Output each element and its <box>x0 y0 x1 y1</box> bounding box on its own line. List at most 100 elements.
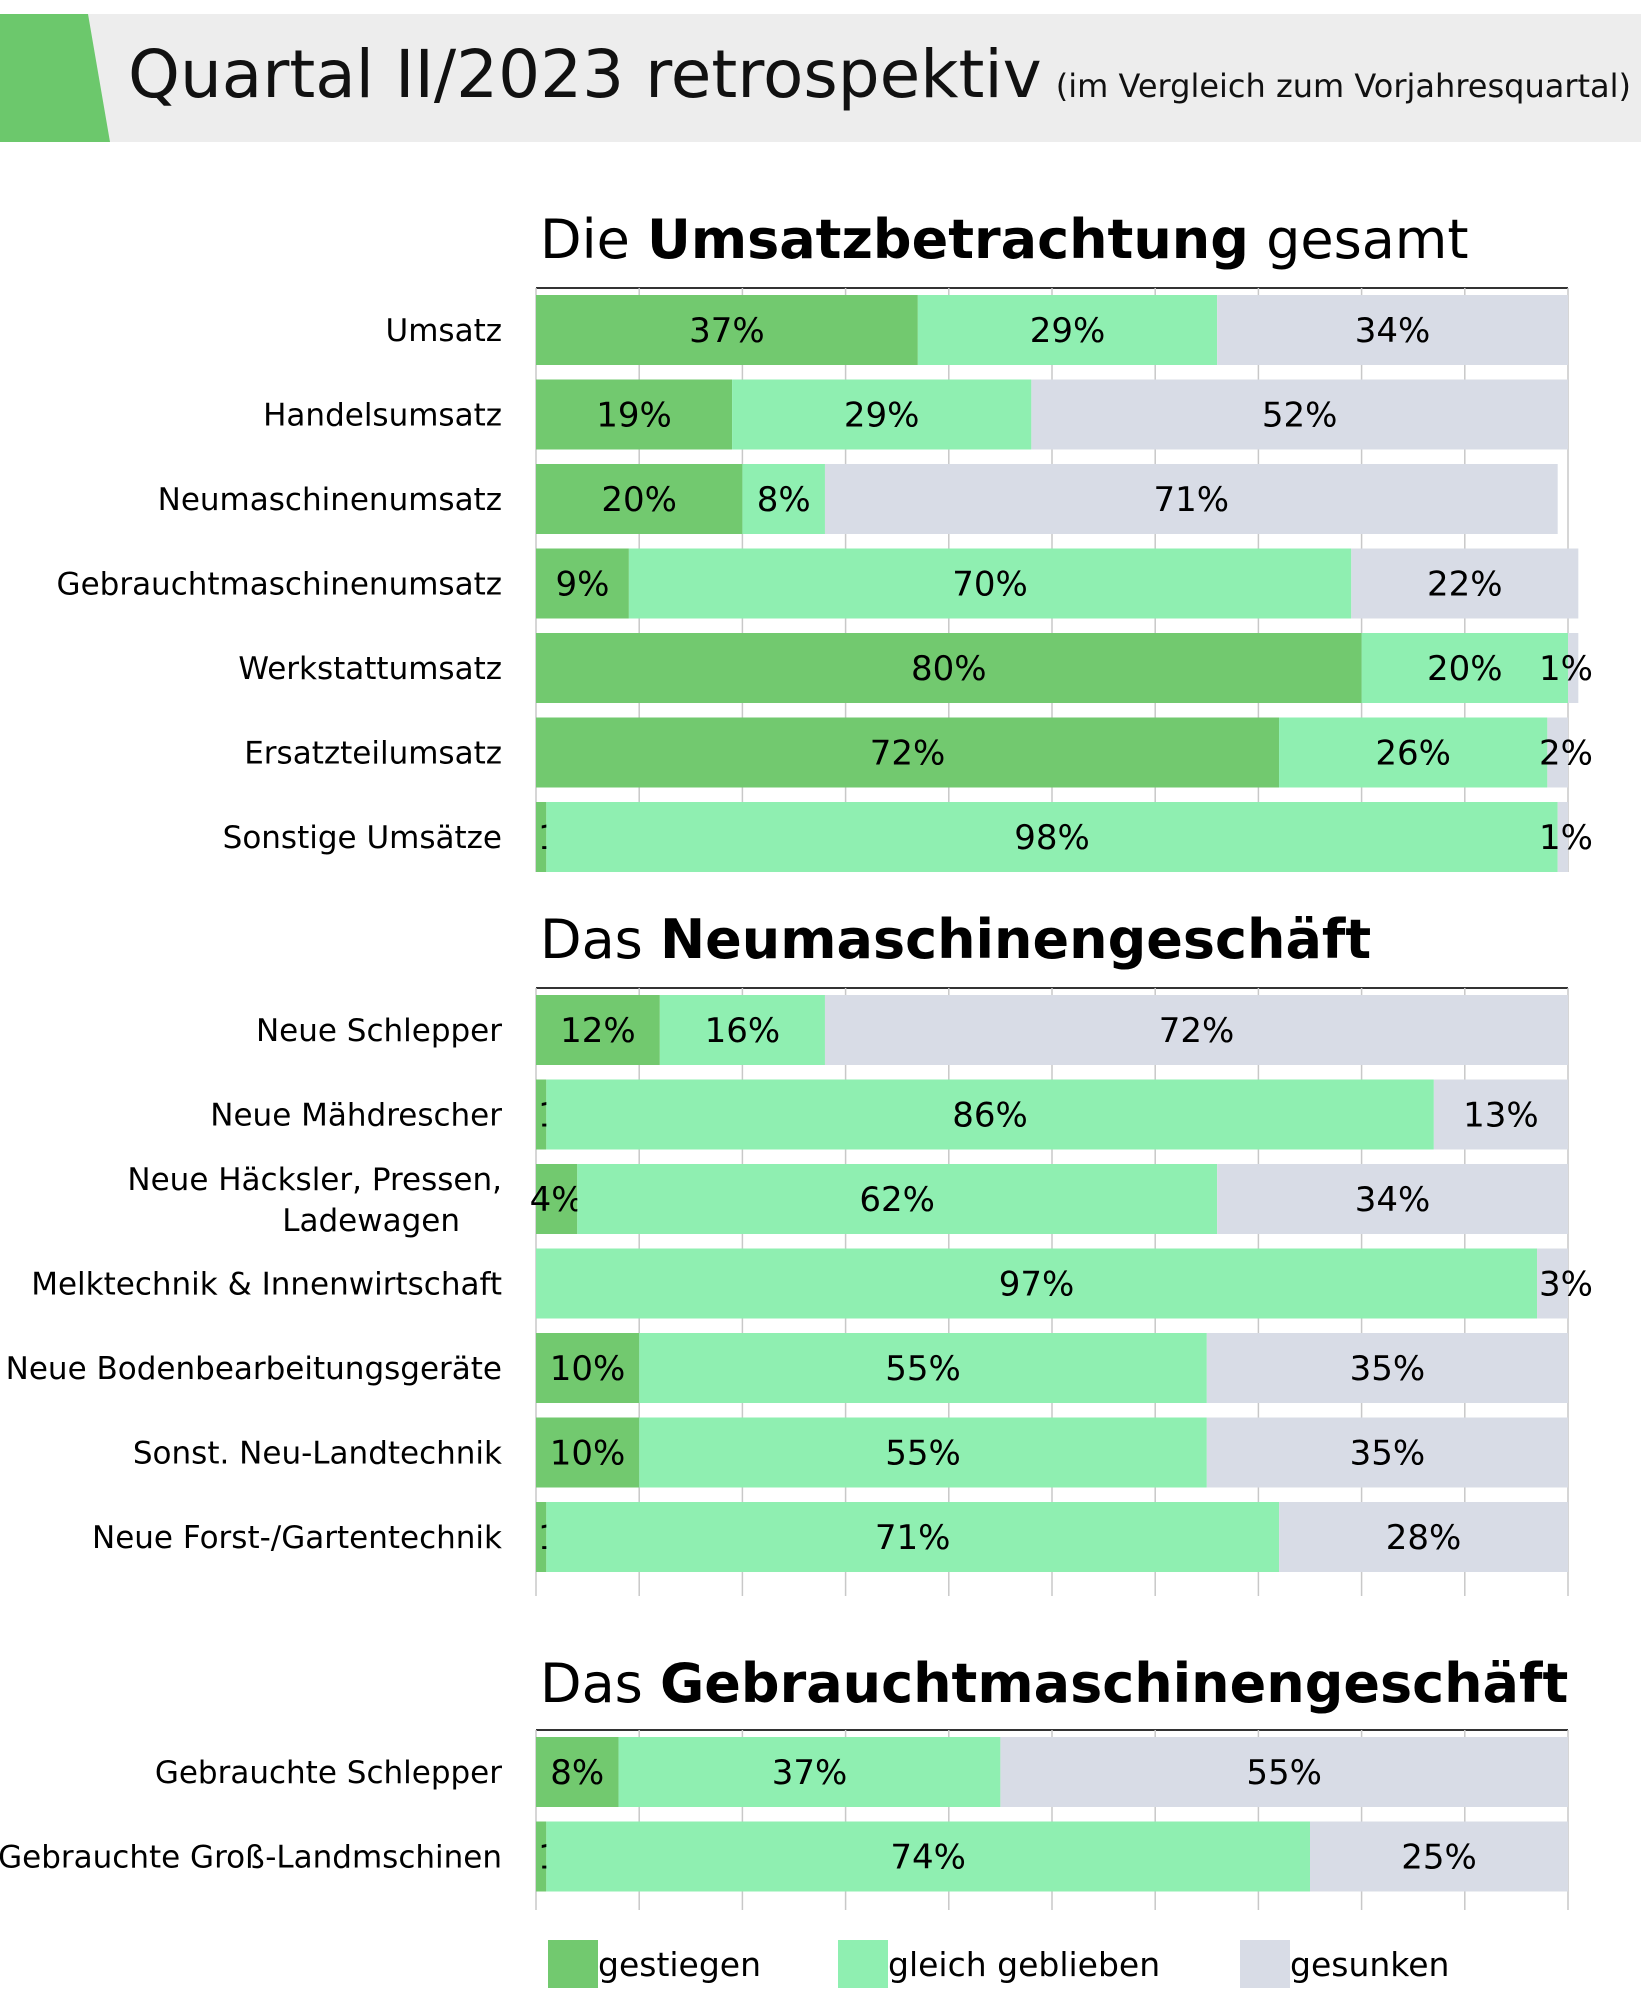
category-label: Gebrauchte Groß-Landmschinen <box>0 1840 502 1876</box>
bar-segment-gestiegen <box>536 1417 640 1488</box>
bar-segment-gestiegen <box>536 1821 547 1892</box>
header-title: Quartal II/2023 retrospektiv (im Vergleic… <box>128 36 1631 113</box>
bar-segment-gesunken <box>1217 295 1568 365</box>
category-label: Umsatz <box>386 313 502 349</box>
legend-item: gestiegen <box>548 1940 761 1988</box>
category-label: Werkstattumsatz <box>238 651 502 687</box>
data-label: 80% <box>911 649 987 689</box>
bar-segment-gesunken <box>824 995 1568 1065</box>
category-label: Melktechnik & Innenwirtschaft <box>31 1267 502 1303</box>
data-label: 3% <box>1539 1265 1593 1305</box>
data-label: 34% <box>1355 311 1431 351</box>
legend-label: gestiegen <box>598 1945 761 1984</box>
chart-section-2: Das Neumaschinengeschäft Neue Schlepper 12… <box>6 908 1593 1596</box>
bar-segment-gleich-geblieben <box>546 1079 1434 1150</box>
bar-segment-gestiegen <box>536 464 743 534</box>
category-label: Handelsumsatz <box>263 398 502 434</box>
bar-segment-gleich-geblieben <box>1279 717 1548 788</box>
bar-segment-gestiegen <box>536 995 660 1065</box>
bar-segment-gesunken <box>1206 1417 1568 1488</box>
category-label: Sonst. Neu-Landtechnik <box>133 1436 502 1472</box>
data-label: 20% <box>601 480 677 520</box>
bar-row: Gebrauchtmaschinenumsatz 9% 70% 22% <box>57 548 1579 619</box>
bar-segment-gesunken <box>1433 1079 1568 1150</box>
data-label: 9% <box>555 565 609 605</box>
data-label: 34% <box>1355 1180 1431 1220</box>
data-label: 71% <box>1154 480 1230 520</box>
bar-row: Gebrauchte Groß-Landmschinen1%74%25% <box>0 1821 1568 1892</box>
data-label: 37% <box>772 1753 848 1793</box>
data-label: 55% <box>1246 1753 1322 1793</box>
data-label: 8% <box>550 1753 604 1793</box>
data-label: 35% <box>1350 1349 1426 1389</box>
bar-segment-gesunken <box>1206 1333 1568 1403</box>
bar-segment-gleich-geblieben <box>628 548 1352 619</box>
bar-segment-gestiegen <box>536 802 547 872</box>
bar-segment-gesunken <box>1310 1821 1568 1892</box>
bar-segment-gesunken <box>1568 633 1579 703</box>
bar-segment-gesunken <box>1279 1502 1568 1572</box>
data-label: 16% <box>705 1011 781 1051</box>
category-label: Ersatzteilumsatz <box>244 736 502 772</box>
data-label: 70% <box>952 565 1028 605</box>
data-label: 55% <box>885 1349 961 1389</box>
category-label: Gebrauchte Schlepper <box>155 1755 502 1791</box>
category-label: Neue Mähdrescher <box>210 1098 502 1134</box>
data-label: 29% <box>1030 311 1106 351</box>
bar-row: Neue Forst-/Gartentechnik1%71%28% <box>92 1502 1568 1572</box>
bar-row: Neue Schlepper 12% 16% 72% <box>256 995 1568 1065</box>
bar-row: Neue Mähdrescher1%86%13% <box>210 1079 1568 1150</box>
data-label: 13% <box>1463 1096 1539 1136</box>
bar-segment-gestiegen <box>536 1333 640 1403</box>
legend-swatch <box>838 1940 888 1988</box>
bar-segment-gestiegen <box>536 633 1362 703</box>
category-label: Neue Bodenbearbeitungsgeräte <box>6 1351 502 1387</box>
legend-swatch <box>548 1940 598 1988</box>
data-label: 35% <box>1350 1434 1426 1474</box>
data-label: 29% <box>844 396 920 436</box>
data-label: 10% <box>550 1349 626 1389</box>
bar-segment-gestiegen <box>536 548 629 619</box>
category-label: Gebrauchtmaschinenumsatz <box>57 567 502 603</box>
data-label: 55% <box>885 1434 961 1474</box>
legend-label: gleich geblieben <box>888 1945 1160 1984</box>
data-label: 72% <box>870 734 946 774</box>
bar-row: Handelsumsatz 19% 29% 52% <box>263 379 1568 450</box>
data-label: 12% <box>560 1011 636 1051</box>
header-accent <box>0 14 110 142</box>
data-label: 62% <box>859 1180 935 1220</box>
data-label: 22% <box>1427 565 1503 605</box>
bar-row: Neumaschinenumsatz 20% 8% 71% <box>158 464 1558 534</box>
data-label: 71% <box>875 1518 951 1558</box>
page-title: Quartal II/2023 retrospektiv <box>128 36 1042 113</box>
legend-label: gesunken <box>1290 1945 1449 1984</box>
data-label: 19% <box>596 396 672 436</box>
bar-segment-gesunken <box>824 464 1558 534</box>
bar-segment-gestiegen <box>536 1079 547 1150</box>
data-label: 8% <box>757 480 811 520</box>
bar-segment-gleich-geblieben <box>546 802 1558 872</box>
category-label: Neue Schlepper <box>256 1013 502 1049</box>
bar-row: Neue Bodenbearbeitungsgeräte 10% 55% 35% <box>6 1333 1568 1403</box>
bar-segment-gleich-geblieben <box>618 1737 1001 1807</box>
bar-segment-gestiegen <box>536 379 733 450</box>
bar-segment-gestiegen <box>536 1164 578 1234</box>
bar-segment-gesunken <box>1217 1164 1568 1234</box>
bar-segment-gestiegen <box>536 717 1280 788</box>
bar-row: Umsatz 37% 29% 34% <box>386 295 1568 365</box>
bar-segment-gesunken <box>1547 717 1568 788</box>
legend: gestiegen gleich geblieben gesunken <box>548 1940 1449 1988</box>
bar-segment-gleich-geblieben <box>732 379 1032 450</box>
category-label: Neue Häcksler, Pressen, Ladewagen <box>127 1162 502 1239</box>
data-label: 4% <box>530 1180 584 1220</box>
data-label: 2% <box>1539 734 1593 774</box>
bar-row: Ersatzteilumsatz 72% 26% 2% <box>244 717 1593 788</box>
data-label: 37% <box>689 311 765 351</box>
bar-segment-gesunken <box>1031 379 1568 450</box>
bar-segment-gleich-geblieben <box>536 1248 1538 1319</box>
bar-segment-gleich-geblieben <box>546 1821 1310 1892</box>
bar-segment-gleich-geblieben <box>639 1417 1207 1488</box>
category-label: Sonstige Umsätze <box>223 820 502 856</box>
page-subtitle: (im Vergleich zum Vorjahresquartal) <box>1055 67 1632 105</box>
